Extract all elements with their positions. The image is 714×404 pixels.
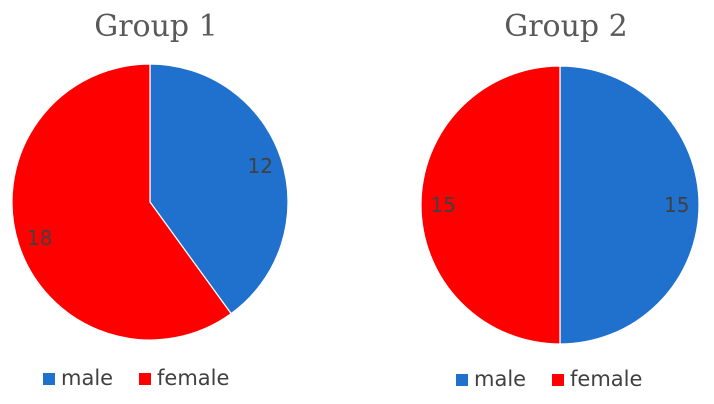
legend-swatch-male xyxy=(456,374,468,386)
chart-title: Group 1 xyxy=(94,9,218,44)
legend-label-male: male xyxy=(61,366,113,390)
pie-slice-male[interactable] xyxy=(149,63,289,315)
pie-chart-2: Group 2 15 15 male female xyxy=(420,9,700,391)
pie-slice-female[interactable] xyxy=(420,65,561,345)
data-label-female: 18 xyxy=(27,226,52,250)
pie-slice-female[interactable] xyxy=(11,63,232,341)
data-label-female: 15 xyxy=(431,193,456,217)
legend-swatch-female xyxy=(552,374,564,386)
pie-slice-male[interactable] xyxy=(559,65,700,345)
legend-label-female: female xyxy=(570,367,642,391)
chart-title: Group 2 xyxy=(504,9,628,44)
legend-swatch-female xyxy=(139,373,151,385)
pie-chart-1: Group 1 12 18 male female xyxy=(11,9,289,390)
legend-label-female: female xyxy=(157,366,229,390)
legend: male female xyxy=(456,367,642,391)
legend-label-male: male xyxy=(474,367,526,391)
legend-swatch-male xyxy=(43,373,55,385)
data-label-male: 15 xyxy=(664,193,689,217)
data-label-male: 12 xyxy=(248,154,273,178)
legend: male female xyxy=(43,366,229,390)
